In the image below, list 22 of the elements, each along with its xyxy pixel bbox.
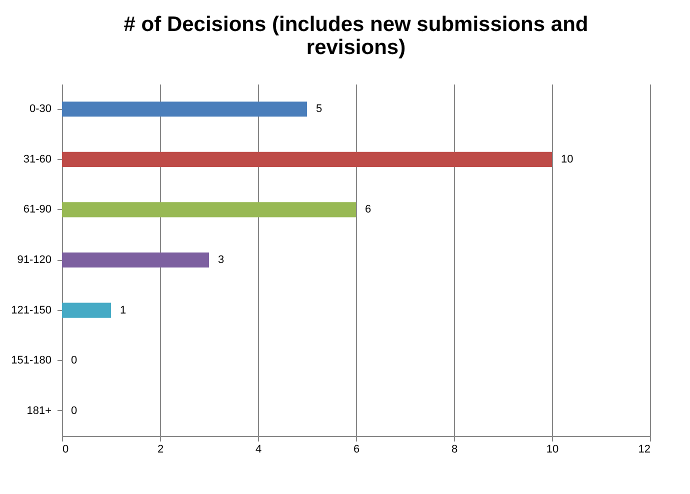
data-label: 0 (71, 404, 78, 417)
data-label: 3 (218, 254, 224, 266)
data-label: 1 (120, 304, 126, 316)
x-tick-label: 8 (451, 444, 458, 456)
y-tick-label: 91-120 (17, 254, 52, 266)
data-label: 10 (561, 153, 574, 166)
y-tick-label: 61-90 (23, 204, 52, 216)
data-label: 6 (365, 204, 372, 216)
y-tick-label: 31-60 (23, 153, 52, 166)
y-tick-label: 121-150 (11, 304, 52, 316)
data-label: 5 (316, 103, 322, 116)
x-tick-label: 4 (255, 444, 262, 456)
x-tick-label: 6 (353, 444, 360, 456)
y-tick-label: 151-180 (11, 354, 52, 367)
chart-title: # of Decisions (includes new submissions and revisions) (124, 13, 588, 59)
data-label: 0 (71, 354, 78, 367)
x-tick-label: 2 (157, 444, 164, 456)
x-tick-label: 0 (62, 444, 69, 456)
y-tick-label: 0-30 (29, 103, 52, 116)
x-tick-label: 10 (546, 444, 559, 456)
y-tick-label: 181+ (26, 404, 52, 417)
x-tick-label: 12 (638, 444, 650, 456)
